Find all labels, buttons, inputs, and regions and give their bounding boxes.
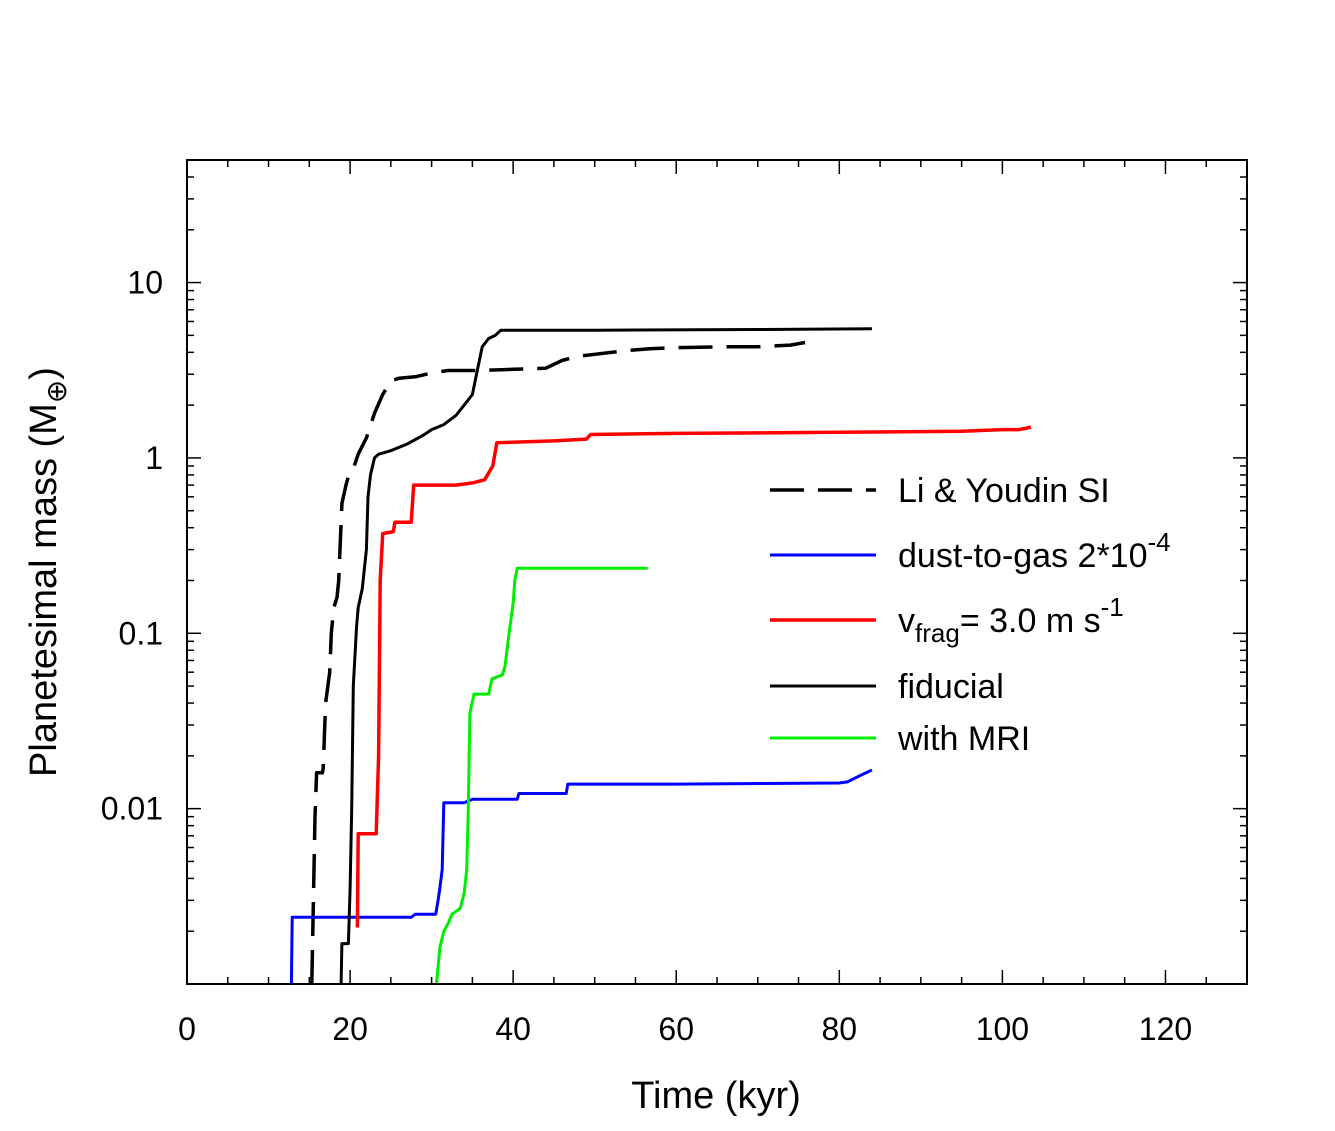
x-axis-title: Time (kyr)	[631, 1075, 801, 1117]
earth-symbol: ⊕	[41, 380, 72, 403]
y-axis-title-close: )	[23, 367, 65, 380]
series-line-dust-to-gas	[289, 768, 873, 984]
legend-label: fiducial	[898, 668, 1004, 706]
y-tick-label: 10	[127, 265, 163, 301]
y-tick-label: 1	[145, 440, 163, 476]
legend: Li & Youdin SI dust-to-gas 2*10-4 vfrag= 3…	[770, 472, 1171, 758]
x-tick-label: 20	[332, 1011, 368, 1047]
x-tick-label: 100	[976, 1011, 1029, 1047]
ticks-layer	[186, 159, 1248, 985]
series-line-vfrag	[355, 425, 1032, 928]
y-axis-title: Planetesimal mass (M⊕)	[23, 367, 72, 777]
y-axis-title-text: Planetesimal mass (M	[23, 403, 65, 777]
x-tick-label: 120	[1139, 1011, 1192, 1047]
legend-label: with MRI	[897, 720, 1030, 758]
x-tick-label: 80	[822, 1011, 858, 1047]
tick-labels-layer: 0 20 40 60 80 100 120 0.01 0.1 1 10	[101, 265, 1192, 1047]
series-line-with-mri	[435, 566, 648, 984]
legend-label: vfrag= 3.0 m s-1	[898, 592, 1124, 648]
series-layer	[289, 327, 1032, 984]
x-tick-label: 40	[495, 1011, 531, 1047]
x-tick-label: 0	[178, 1011, 196, 1047]
y-tick-label: 0.1	[119, 615, 163, 651]
x-tick-label: 60	[658, 1011, 694, 1047]
legend-label: dust-to-gas 2*10-4	[898, 527, 1171, 575]
legend-label: Li & Youdin SI	[898, 472, 1110, 510]
series-line-fiducial	[339, 327, 872, 984]
y-tick-label: 0.01	[101, 791, 163, 827]
series-line-li-youdin-si	[310, 340, 806, 984]
